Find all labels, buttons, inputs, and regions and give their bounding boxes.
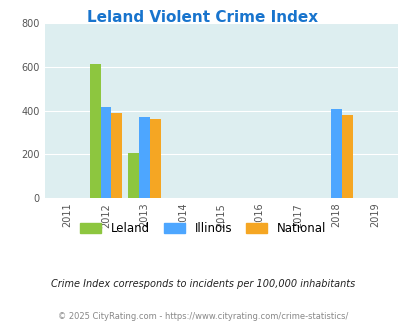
Bar: [341, 115, 352, 198]
Text: Leland Violent Crime Index: Leland Violent Crime Index: [87, 10, 318, 25]
Bar: [100, 107, 111, 198]
Bar: [330, 110, 341, 198]
Bar: [139, 117, 149, 198]
Bar: [111, 113, 122, 198]
Bar: [149, 119, 160, 198]
Text: © 2025 CityRating.com - https://www.cityrating.com/crime-statistics/: © 2025 CityRating.com - https://www.city…: [58, 312, 347, 321]
Bar: [128, 153, 139, 198]
Legend: Leland, Illinois, National: Leland, Illinois, National: [75, 217, 330, 240]
Bar: [90, 64, 100, 198]
Text: Crime Index corresponds to incidents per 100,000 inhabitants: Crime Index corresponds to incidents per…: [51, 279, 354, 289]
